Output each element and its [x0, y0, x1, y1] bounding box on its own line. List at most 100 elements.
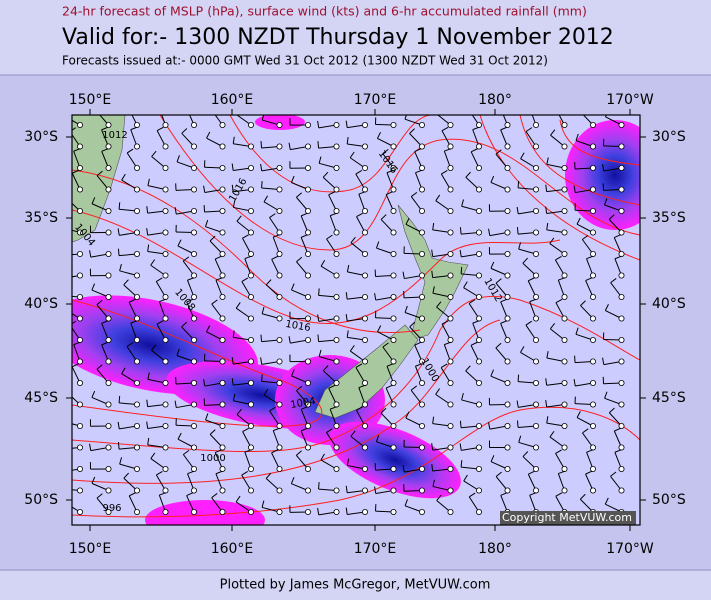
barb-feather [101, 341, 109, 346]
lon-label: 160°E [211, 541, 254, 557]
barb-station [162, 143, 169, 150]
barb-feather [555, 298, 563, 304]
barb-station [304, 336, 311, 343]
barb-feather [608, 407, 615, 414]
barb-staff [182, 454, 195, 470]
barb-feather [614, 449, 622, 453]
barb-feather [186, 298, 194, 303]
barb-staff [605, 503, 622, 513]
barb-station [304, 122, 311, 129]
barb-staff [215, 473, 223, 491]
barb-feather [150, 259, 156, 266]
barb-feather [126, 148, 134, 154]
barb-station [276, 164, 283, 171]
barb-feather [410, 385, 418, 391]
barb-feather [121, 367, 126, 374]
barb-feather [232, 136, 235, 144]
barb-staff [610, 475, 622, 491]
barb-staff [233, 167, 252, 172]
isobar [479, 115, 640, 261]
barb-station [504, 186, 511, 193]
barb-station [561, 379, 568, 386]
barb-staff [461, 466, 480, 470]
barb-station [190, 250, 197, 257]
barb-station [77, 186, 84, 193]
barb-feather [382, 148, 389, 154]
lon-label: 170°E [354, 92, 397, 108]
barb-staff [441, 323, 451, 341]
barb-feather [244, 255, 252, 260]
barb-station [247, 229, 254, 236]
barb-feather [183, 449, 190, 455]
barb-staff [603, 361, 622, 366]
barb-feather [159, 492, 167, 496]
barb-feather [431, 249, 434, 257]
barb-staff [187, 473, 195, 491]
isobar [519, 115, 640, 206]
barb-station [77, 465, 84, 472]
barb-station [561, 358, 568, 365]
barb-feather [300, 427, 308, 432]
barb-staff [518, 232, 537, 235]
barb-station [247, 207, 254, 214]
barb-station [333, 186, 340, 193]
barb-feather [520, 152, 525, 159]
barb-feather [529, 298, 537, 303]
barb-station [162, 465, 169, 472]
barb-feather [516, 227, 519, 235]
isobar-label: 1012 [102, 130, 127, 141]
barb-staff [410, 389, 423, 405]
barb-feather [317, 120, 320, 128]
barb-feather [232, 330, 235, 338]
barb-staff [574, 403, 594, 405]
barb-station [333, 143, 340, 150]
barb-station [390, 186, 397, 193]
barb-station [276, 444, 283, 451]
barb-feather [214, 255, 222, 260]
barb-station [618, 122, 625, 129]
issued: Forecasts issued at:- 0000 GMT Wed 31 Oc… [62, 54, 548, 68]
barb-station [190, 465, 197, 472]
barb-station [276, 379, 283, 386]
subtitle: 24-hr forecast of MSLP (hPa), surface wi… [62, 4, 587, 19]
barb-feather [300, 212, 308, 217]
barb-station [618, 444, 625, 451]
barb-station [390, 207, 397, 214]
barb-staff [329, 408, 337, 427]
isobar [72, 299, 323, 427]
barb-staff [72, 468, 81, 471]
barb-staff [554, 259, 565, 276]
barb-feather [91, 390, 96, 398]
barb-station [162, 164, 169, 171]
barb-station [190, 186, 197, 193]
barb-station [133, 508, 140, 515]
barb-feather [151, 150, 157, 157]
barb-station [276, 487, 283, 494]
barb-feather [550, 129, 556, 136]
barb-feather [614, 427, 621, 432]
barb-feather [215, 470, 223, 475]
barb-feather [555, 449, 562, 454]
barb-staff [214, 452, 223, 470]
barb-station [590, 422, 597, 429]
barb-feather [500, 126, 508, 131]
barb-station [276, 250, 283, 257]
barb-feather [614, 255, 622, 260]
barb-feather [461, 199, 464, 207]
barb-station [162, 315, 169, 322]
barb-station [447, 186, 454, 193]
barb-station [361, 358, 368, 365]
barb-station [618, 293, 625, 300]
barb-station [304, 293, 311, 300]
barb-station [190, 272, 197, 279]
barb-station [504, 293, 511, 300]
barb-station [190, 379, 197, 386]
barb-feather [404, 499, 408, 506]
lat-label: 45°S [24, 390, 58, 406]
barb-station [590, 315, 597, 322]
barb-staff [582, 115, 594, 126]
barb-feather [91, 283, 96, 291]
barb-station [105, 358, 112, 365]
barb-feather [602, 164, 605, 172]
barb-station [276, 401, 283, 408]
